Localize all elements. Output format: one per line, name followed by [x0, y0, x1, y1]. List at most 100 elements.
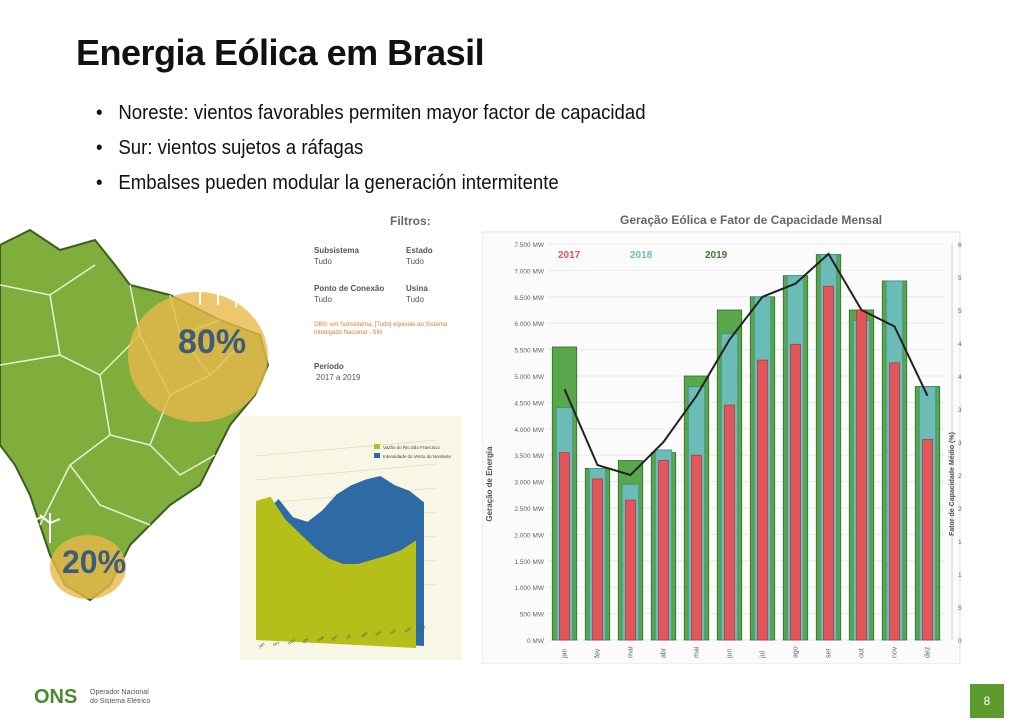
legend-2017: 2017 — [558, 250, 581, 261]
x-tick-label: jul — [760, 651, 767, 659]
chart-title: Geração Eólica e Fator de Capacidade Men… — [620, 213, 883, 227]
usina-value[interactable]: Tudo — [406, 295, 424, 304]
south-highlight — [50, 535, 126, 599]
bullet-item: • Noreste: vientos favorables permiten ma… — [96, 102, 646, 124]
y2-tick-label: 5% — [958, 605, 962, 612]
area-chart-month-labels: jan fev mar abr mai jun jul ago set out nov dez — [257, 624, 427, 650]
y-tick-label: 7.000 MW — [514, 268, 544, 275]
area-month-label: out — [389, 627, 398, 635]
legend-label-vento: Intensidade do Vento do Nordeste — [383, 454, 452, 459]
x-tick-label: nov — [892, 646, 899, 658]
y2-tick-label: 20% — [958, 506, 962, 513]
brazil-map: 80% 20% — [0, 228, 270, 602]
bullet-text: Embalses pueden modular la generación in… — [118, 172, 559, 194]
estado-label: Estado — [406, 246, 433, 255]
y-tick-label: 4.500 MW — [514, 400, 544, 407]
y2-axis-label: Fator de Capacidade Médio (%) — [949, 432, 956, 536]
y-tick-label: 4.000 MW — [514, 427, 544, 434]
x-tick-label: set — [826, 649, 833, 658]
area-month-label: jan — [257, 641, 266, 649]
y2-tick-label: 25% — [958, 473, 962, 480]
y-tick-label: 1.000 MW — [514, 585, 544, 592]
x-tick-label: fev — [595, 648, 602, 658]
legend-label-vazao: Vazão do Rio São Francisco — [383, 445, 440, 450]
filters-note: OBS: em Subsistema, [Tudo] equivale ao S… — [314, 322, 448, 336]
legend-swatch-vento — [374, 453, 380, 458]
y2-tick-label: 10% — [958, 572, 962, 579]
filters-title: Filtros: — [390, 214, 431, 228]
legend-swatch-vazao — [374, 444, 380, 449]
bar-2017-ago — [790, 343, 801, 641]
chart-legend: 2017 2018 2019 — [558, 250, 728, 261]
y2-tick-label: 60% — [958, 242, 962, 249]
area-month-label: set — [374, 629, 382, 637]
bar-chart: 0 MW 500 MW 1.000 MW 1.500 MW 2.000 MW 2.500 … — [482, 231, 962, 664]
y-tick-label: 500 MW — [520, 612, 545, 619]
filters-panel: Filtros: Subsistema Tudo Estado Tudo Pon… — [310, 214, 490, 414]
page-number: 8 — [970, 684, 1004, 718]
bar-2017-abr — [658, 460, 669, 641]
y2-tick-label: 50% — [958, 308, 962, 315]
bullet-text: Sur: vientos sujetos a ráfagas — [118, 137, 364, 159]
slide-title: Energia Eólica em Brasil — [76, 32, 485, 73]
y2-tick-label: 55% — [958, 275, 962, 282]
north-percent: 80% — [178, 323, 246, 361]
y-tick-label: 3.000 MW — [514, 480, 544, 487]
area-month-label: ago — [360, 630, 369, 639]
y-tick-label: 5.500 MW — [514, 348, 544, 355]
y2-tick-label: 35% — [958, 407, 962, 414]
bullet-list: • Noreste: vientos favorables permiten ma… — [96, 100, 687, 205]
x-axis-ticks: jan fev mar abr mai jun jul ago set out nov dez — [562, 645, 932, 659]
estado-value[interactable]: Tudo — [406, 257, 424, 266]
bar-2017-jun — [724, 404, 735, 641]
y-tick-label: 7.500 MW — [514, 242, 544, 249]
ponto-value[interactable]: Tudo — [314, 295, 332, 304]
bar-2017-mai — [691, 454, 702, 641]
y-tick-label: 6.500 MW — [514, 295, 544, 302]
x-tick-label: out — [859, 648, 866, 658]
x-tick-label: mar — [628, 645, 635, 658]
ons-logo: ONS Operador Nacional do Sistema Elétric… — [34, 686, 150, 708]
y-tick-label: 6.000 MW — [514, 321, 544, 328]
x-tick-label: dez — [925, 646, 932, 658]
x-tick-label: ago — [793, 646, 800, 658]
y-axis-label: Geração de Energia — [485, 446, 494, 522]
y-tick-label: 1.500 MW — [514, 559, 544, 566]
bullet-item: • Sur: vientos sujetos a ráfagas — [96, 137, 364, 159]
area-month-label: jun — [330, 633, 339, 641]
legend-2019: 2019 — [705, 250, 728, 261]
wind-turbine-icon — [21, 263, 249, 543]
bar-2017-nov — [889, 362, 900, 641]
y-tick-label: 2.500 MW — [514, 506, 544, 513]
northeast-highlight — [128, 292, 268, 422]
area-month-label: nov — [403, 625, 412, 634]
bar-2017-mar — [625, 499, 636, 641]
area-month-label: abr — [301, 636, 310, 644]
periodo-label: Período — [314, 362, 344, 371]
area-gridline — [255, 463, 437, 481]
capacity-factor-line — [563, 252, 929, 477]
periodo-value[interactable]: 2017 a 2019 — [316, 373, 361, 382]
y-tick-label: 3.500 MW — [514, 453, 544, 460]
chart-gridlines — [548, 243, 953, 641]
x-tick-label: jun — [727, 649, 734, 659]
area-gridline — [255, 439, 437, 457]
bar-2017-set — [823, 285, 834, 641]
x-tick-label: jan — [562, 649, 569, 659]
area-month-label: mai — [316, 635, 325, 643]
subsistema-value[interactable]: Tudo — [314, 257, 332, 266]
legend-2018: 2018 — [630, 250, 653, 261]
area-chart: Vazão do Rio São Francisco Intensidade d… — [240, 416, 462, 660]
org-name-line2: do Sistema Elétrico — [90, 698, 150, 705]
bar-2017-fev — [592, 478, 603, 641]
org-name-line1: Operador Nacional — [90, 689, 149, 696]
y2-tick-label: 30% — [958, 440, 962, 447]
ons-logo-text: ONS — [34, 686, 77, 708]
bar-2017-out — [856, 309, 867, 641]
x-tick-label: mai — [694, 646, 701, 658]
y-tick-label: 0 MW — [527, 638, 545, 645]
y2-axis-ticks: 0% 5% 10% 15% 20% 25% 30% 35% 40% 45% 50% 55% 60% — [958, 242, 962, 645]
x-tick-label: abr — [661, 647, 668, 658]
area-month-label: dez — [418, 624, 427, 633]
bar-2017-jan — [559, 452, 570, 641]
